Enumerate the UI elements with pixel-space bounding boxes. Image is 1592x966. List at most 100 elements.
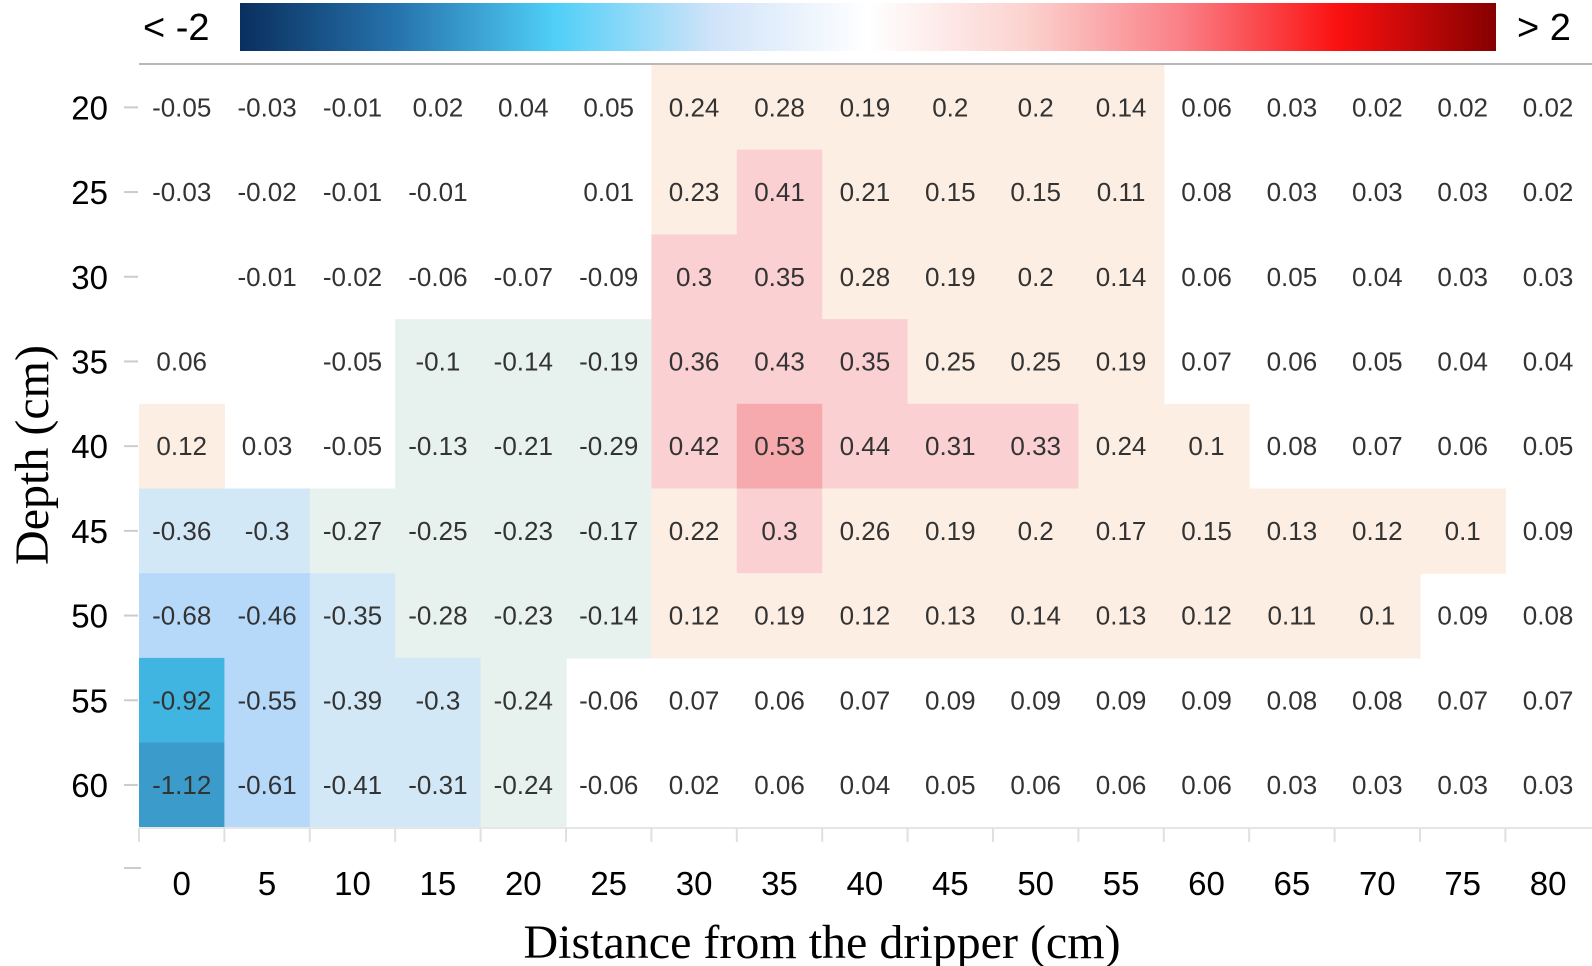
x-tick-label: 50: [1017, 865, 1054, 902]
cell-value-label: 0.06: [1181, 92, 1232, 122]
heatmap-cell: [1078, 488, 1165, 574]
cell-value-label: -0.21: [494, 431, 553, 461]
cell-value-label: -0.02: [237, 177, 296, 207]
y-tick-label: 40: [71, 428, 108, 465]
cell-value-label: -0.23: [494, 601, 553, 631]
cell-value-label: 0.1: [1445, 516, 1481, 546]
heatmap-cell: [907, 149, 994, 235]
y-tick-label: 45: [71, 513, 108, 550]
heatmap-cell: [822, 319, 909, 405]
cell-value-label: 0.05: [1352, 346, 1403, 376]
cell-value-label: -0.92: [152, 685, 211, 715]
x-tick-label: 0: [173, 865, 191, 902]
heatmap-cell: [907, 488, 994, 574]
heatmap-cell: [1163, 403, 1250, 490]
cell-value-label: 0.03: [1267, 177, 1318, 207]
x-tick-label: 30: [676, 865, 713, 902]
heatmap-cell: [224, 488, 311, 574]
cell-value-label: 0.23: [669, 177, 720, 207]
heatmap-cell: [395, 742, 482, 828]
heatmap-cell: [993, 403, 1079, 490]
cell-value-label: 0.06: [1096, 770, 1147, 800]
cell-value-label: -0.41: [323, 770, 382, 800]
cell-value-label: 0.24: [1096, 431, 1147, 461]
heatmap-cell: [822, 403, 909, 490]
cell-value-label: 0.24: [669, 92, 720, 122]
cell-value-label: 0.25: [925, 346, 976, 376]
cell-value-label: -0.39: [323, 685, 382, 715]
cell-value-label: 0.09: [1010, 685, 1061, 715]
cell-value-label: 0.06: [156, 346, 207, 376]
heatmap-cell: [1078, 573, 1165, 659]
y-tick-label: 25: [71, 174, 108, 211]
heatmap-cell: [993, 319, 1079, 405]
cell-value-label: 0.19: [1096, 346, 1147, 376]
cell-value-label: 0.02: [1352, 92, 1403, 122]
x-tick-label: 55: [1103, 865, 1140, 902]
heatmap-cell: [309, 657, 396, 744]
legend-color-bar: [240, 3, 1496, 51]
heatmap-cell: [651, 403, 738, 490]
cell-value-label: -0.03: [152, 177, 211, 207]
x-tick-label: 40: [847, 865, 884, 902]
cell-value-label: 0.14: [1096, 262, 1147, 292]
cell-value-label: 0.02: [1523, 92, 1574, 122]
cell-value-label: -0.06: [408, 262, 467, 292]
cell-value-label: 0.02: [1437, 92, 1488, 122]
cell-value-label: 0.04: [840, 770, 891, 800]
heatmap-cell: [651, 488, 738, 574]
cell-value-label: -0.14: [579, 601, 638, 631]
cell-value-label: -0.25: [408, 516, 467, 546]
cell-value-label: 0.35: [754, 262, 805, 292]
cell-value-label: 0.08: [1352, 685, 1403, 715]
cell-value-label: 0.06: [754, 770, 805, 800]
heatmap-cell: [736, 319, 823, 405]
cell-value-label: -0.31: [408, 770, 467, 800]
cell-value-label: 0.12: [156, 431, 207, 461]
x-tick-label: 45: [932, 865, 969, 902]
heatmap-cell: [224, 657, 311, 744]
cell-value-label: 0.19: [925, 262, 976, 292]
heatmap-cell: [1249, 573, 1336, 659]
cell-value-label: 0.05: [1523, 431, 1574, 461]
y-axis-ticks: 20 25 30 35 40 45 50 55 60: [71, 89, 138, 804]
x-axis: 0 5 10 15 20 25 30 35 40 45 50 55 60 65 70 75 80 Distanc…: [138, 827, 1592, 966]
heatmap-cell: [907, 65, 994, 151]
cell-value-label: 0.06: [1437, 431, 1488, 461]
cell-value-label: 0.11: [1268, 601, 1317, 631]
cell-value-label: 0.35: [840, 346, 891, 376]
cell-value-label: 0.03: [1523, 770, 1574, 800]
cell-value-label: -0.24: [494, 770, 553, 800]
heatmap-cell: [309, 742, 396, 828]
cell-value-label: -0.36: [152, 516, 211, 546]
cell-value-label: 0.09: [1437, 601, 1488, 631]
cell-value-label: 0.02: [413, 92, 464, 122]
heatmap-cell-labels: -0.05 -0.03 -0.01 0.02 0.04 0.05 0.24 0.28 0.19 0…: [152, 92, 1573, 800]
heatmap-cell: [993, 65, 1079, 151]
heatmap-cell: [907, 319, 994, 405]
cell-value-label: 0.04: [1437, 346, 1488, 376]
heatmap-cells: [139, 65, 1506, 828]
cell-value-label: 0.11: [1097, 177, 1146, 207]
cell-value-label: 0.02: [669, 770, 720, 800]
cell-value-label: 0.17: [1096, 516, 1147, 546]
cell-value-label: -0.29: [579, 431, 638, 461]
heatmap-cell: [651, 234, 738, 320]
heatmap-cell: [224, 742, 311, 828]
y-axis-title: Depth (cm): [6, 345, 59, 565]
cell-value-label: 0.03: [1437, 770, 1488, 800]
cell-value-label: 0.06: [1010, 770, 1061, 800]
heatmap-cell: [1078, 403, 1165, 490]
cell-value-label: -0.01: [408, 177, 467, 207]
cell-value-label: 0.06: [1267, 346, 1318, 376]
cell-value-label: 0.03: [1267, 92, 1318, 122]
heatmap-cell: [736, 573, 823, 659]
cell-value-label: 0.1: [1188, 431, 1224, 461]
cell-value-label: -0.17: [579, 516, 638, 546]
y-axis: 20 25 30 35 40 45 50 55 60 Depth (cm): [6, 89, 141, 869]
cell-value-label: -0.55: [237, 685, 296, 715]
heatmap-cell: [736, 65, 823, 151]
cell-value-label: -0.61: [237, 770, 296, 800]
cell-value-label: 0.15: [1181, 516, 1232, 546]
heatmap-cell: [736, 488, 823, 574]
